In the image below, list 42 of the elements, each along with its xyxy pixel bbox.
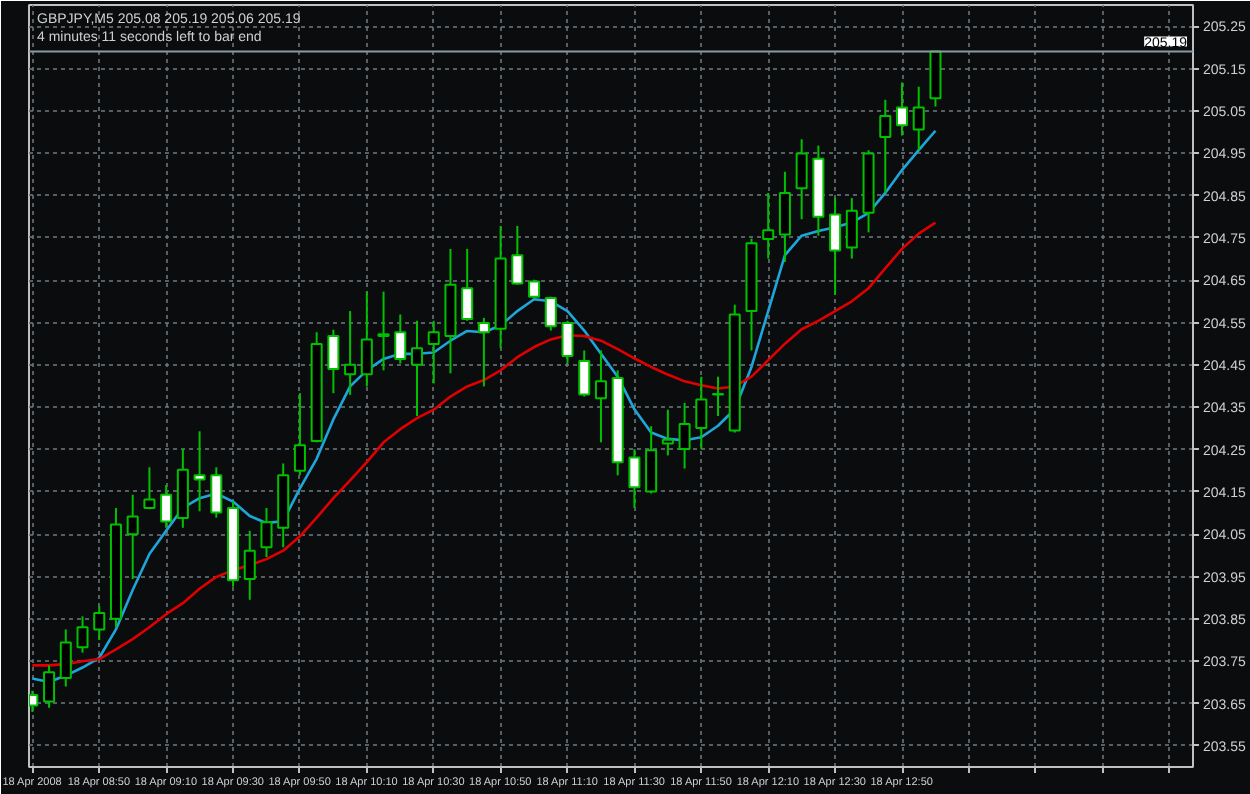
candlestick <box>260 506 273 559</box>
candlestick <box>29 689 39 713</box>
candlestick <box>628 448 641 509</box>
candlestick <box>126 493 139 581</box>
candlestick <box>895 81 909 137</box>
candlestick <box>879 98 892 194</box>
candlestick <box>695 375 708 451</box>
candlestick <box>210 466 223 519</box>
candlestick <box>377 290 390 372</box>
candlestick <box>762 191 775 260</box>
candlestick <box>160 484 173 529</box>
candlestick <box>427 319 440 385</box>
candlestick <box>461 247 474 322</box>
candlestick <box>360 290 373 388</box>
candlestick <box>193 430 206 513</box>
candlestick <box>143 466 156 511</box>
candlestick <box>645 425 658 495</box>
candlestick <box>678 401 691 470</box>
candlestick <box>59 628 72 688</box>
candlestick <box>327 328 340 395</box>
candlestick <box>477 316 490 388</box>
candlestick <box>93 605 106 641</box>
candlestick <box>929 50 942 108</box>
candlestick <box>561 319 574 365</box>
candlestick <box>243 529 256 601</box>
candlestick <box>511 224 524 286</box>
candlestick <box>712 375 725 418</box>
candlestick <box>795 138 808 221</box>
candlestick <box>394 313 407 365</box>
candlestick <box>293 392 306 477</box>
candlestick <box>76 615 89 654</box>
candlestick <box>845 197 858 260</box>
candlestick <box>661 408 674 457</box>
candlestick <box>43 664 56 709</box>
candlestick <box>778 170 791 263</box>
candlestick <box>410 319 424 418</box>
candlestick <box>578 349 591 398</box>
candlestick <box>829 197 842 296</box>
candlestick <box>912 85 925 152</box>
candlestick <box>344 310 357 396</box>
candlestick <box>544 295 557 332</box>
candlestick <box>594 349 607 444</box>
